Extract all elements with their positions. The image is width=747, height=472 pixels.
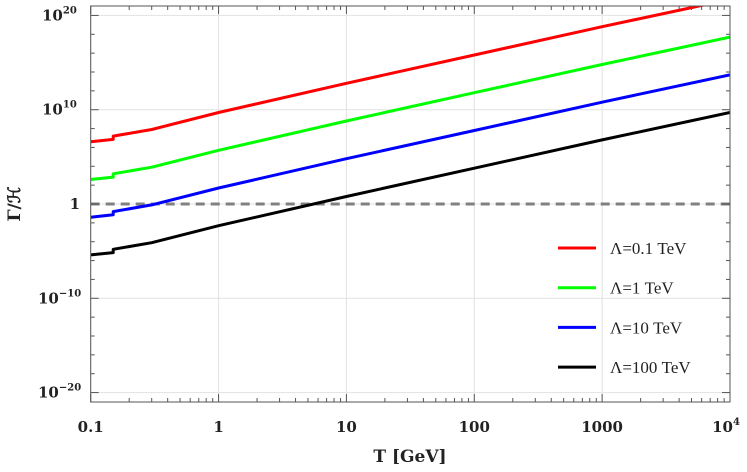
x-tick-label-base: 10 [712,418,733,436]
y-tick-label: 1 [70,195,80,213]
series-line [90,6,707,144]
legend-label: Λ=10 TeV [610,318,683,337]
y-tick-label-base: 10 [38,289,59,307]
y-tick-label-exponent: −10 [59,288,81,299]
legend: Λ=0.1 TeV Λ=1 TeV Λ=10 TeV Λ=100 TeV [558,239,691,377]
y-tick-label: 1020 [42,5,77,24]
series-line [90,35,730,181]
y-tick-label-exponent: 20 [63,5,77,16]
x-tick-label-base: 100 [459,418,490,436]
y-tick-label-base: 10 [38,384,59,402]
x-tick-label-base: 10 [336,418,357,436]
y-tick-label: 10−20 [38,383,81,402]
y-tick-label-exponent: 10 [63,100,77,111]
legend-label: Λ=100 TeV [610,358,691,377]
x-tick-label: 0.1 [78,418,104,436]
y-tick-label: 1010 [42,100,77,119]
y-tick-label-exponent: −20 [59,383,81,394]
x-tick-label: 1 [213,418,223,436]
y-tick-label-base: 10 [42,101,63,119]
x-tick-label-base: 1000 [581,418,623,436]
x-tick-label: 10 [336,418,357,436]
x-tick-label-base: 0.1 [78,418,104,436]
x-axis-label: T [GeV] [373,447,446,467]
y-axis-label: Γ/ℋ [5,186,25,221]
ticks [90,6,731,402]
x-tick-label: 104 [712,417,740,436]
x-tick-label: 1000 [581,418,623,436]
legend-label: Λ=1 TeV [610,279,674,298]
x-tick-label-exponent: 4 [733,417,740,428]
x-tick-label: 100 [459,418,490,436]
series-line [90,73,730,219]
x-tick-label-base: 1 [213,418,223,436]
series-line [90,111,730,257]
y-tick-label: 10−10 [38,288,81,307]
y-tick-label-base: 10 [42,6,63,24]
series-lines [90,6,730,257]
y-tick-label-base: 1 [70,195,80,213]
legend-label: Λ=0.1 TeV [610,239,687,258]
